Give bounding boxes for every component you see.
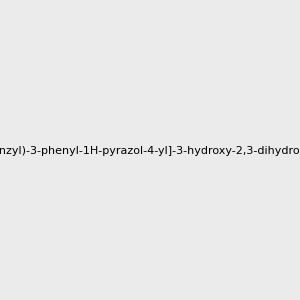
Text: 2-[1-(2,6-difluorobenzyl)-3-phenyl-1H-pyrazol-4-yl]-3-hydroxy-2,3-dihydro-4(1H)-: 2-[1-(2,6-difluorobenzyl)-3-phenyl-1H-py… — [0, 146, 300, 157]
